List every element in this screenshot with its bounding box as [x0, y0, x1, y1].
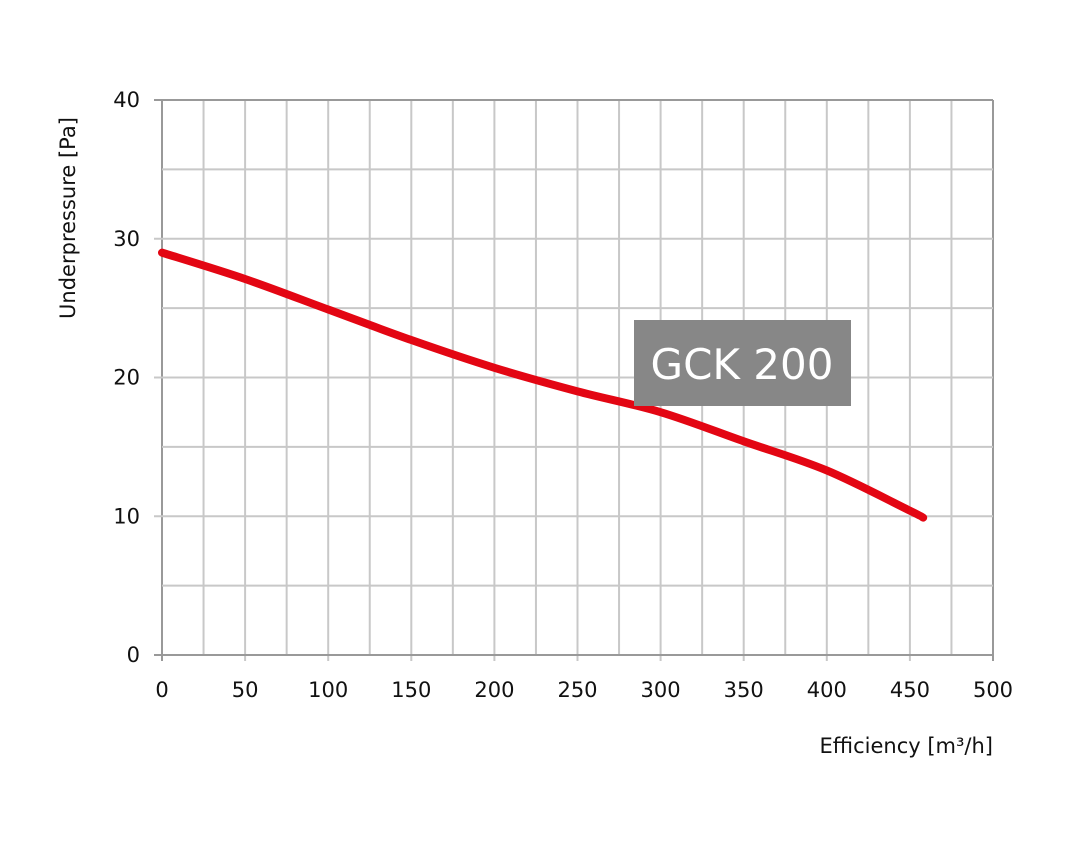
y-tick-label: 10: [113, 504, 140, 528]
annotation-background: [634, 320, 851, 406]
x-tick-label: 0: [155, 678, 168, 702]
x-tick-label: 450: [890, 678, 930, 702]
y-tick-label: 0: [127, 643, 140, 667]
grid: [154, 99, 994, 661]
x-tick-label: 300: [641, 678, 681, 702]
x-tick-label: 500: [973, 678, 1013, 702]
y-tick-label: 40: [113, 88, 140, 112]
tick-labels: 0 50 100 150 200 250 300 350 400 450 500 0 10 20 30 40: [113, 88, 1013, 702]
y-tick-label: 20: [113, 366, 140, 390]
annotation-box: GCK 200: [634, 320, 851, 406]
x-tick-label: 50: [232, 678, 259, 702]
y-tick-label: 30: [113, 227, 140, 251]
x-tick-label: 350: [724, 678, 764, 702]
x-tick-label: 150: [391, 678, 431, 702]
annotation-label: GCK 200: [651, 340, 834, 389]
x-tick-label: 100: [308, 678, 348, 702]
series: [158, 248, 928, 522]
series-line: [158, 248, 928, 522]
x-axis-label: Efficiency [m³/h]: [820, 734, 993, 758]
x-tick-label: 200: [474, 678, 514, 702]
y-axis-label: Underpressure [Pa]: [56, 117, 80, 319]
x-tick-label: 400: [807, 678, 847, 702]
x-tick-label: 250: [557, 678, 597, 702]
